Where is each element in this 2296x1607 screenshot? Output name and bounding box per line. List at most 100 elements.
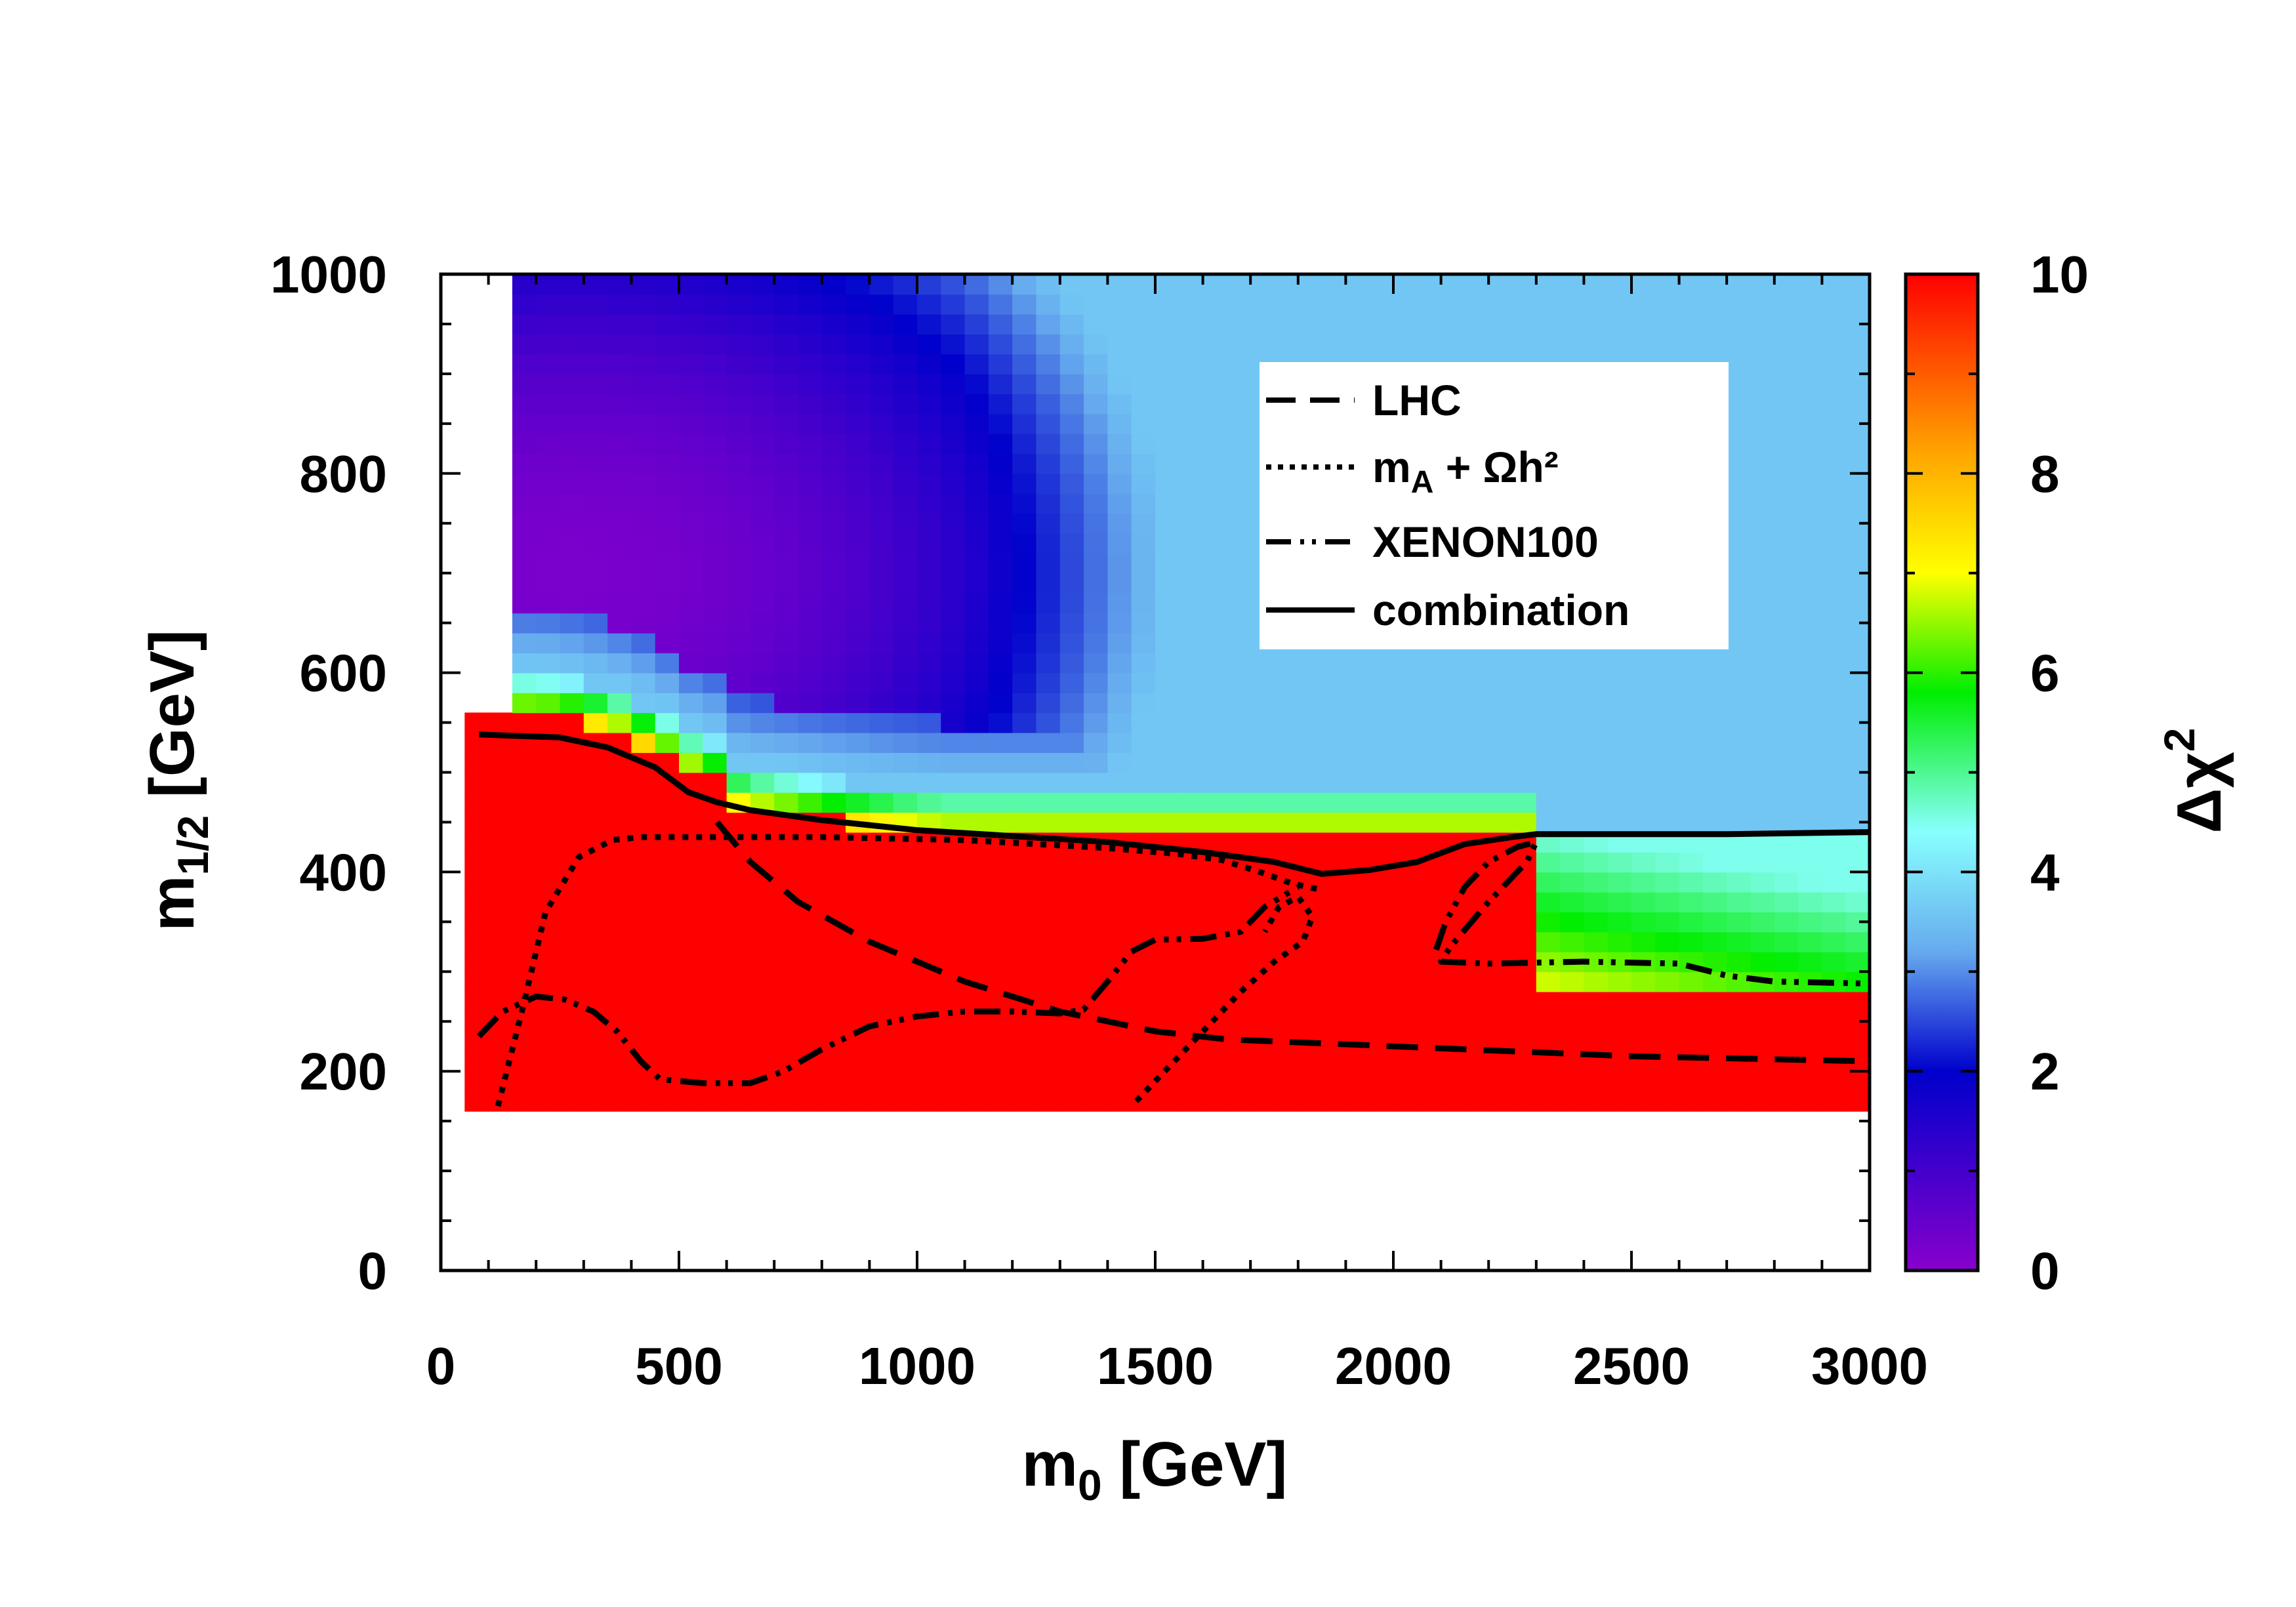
heatmap-cell xyxy=(1417,971,1442,992)
heatmap-cell xyxy=(1822,453,1847,474)
heatmap-cell xyxy=(726,1091,751,1112)
heatmap-cell xyxy=(798,573,823,594)
heatmap-cell xyxy=(1560,334,1585,355)
heatmap-cell xyxy=(1417,752,1442,773)
heatmap-cell xyxy=(846,473,871,494)
heatmap-cell xyxy=(1584,274,1609,295)
heatmap-cell xyxy=(1202,274,1227,295)
heatmap-cell xyxy=(1155,473,1180,494)
heatmap-cell xyxy=(1202,752,1227,773)
heatmap-cell xyxy=(607,712,632,733)
heatmap-cell xyxy=(1250,991,1275,1012)
heatmap-cell xyxy=(1750,314,1775,335)
heatmap-cell xyxy=(1155,1091,1180,1112)
heatmap-cell xyxy=(1845,274,1870,295)
heatmap-cell xyxy=(941,413,966,434)
heatmap-cell xyxy=(821,891,846,912)
heatmap-cell xyxy=(1345,732,1370,753)
heatmap-cell xyxy=(512,912,537,933)
heatmap-cell xyxy=(1750,334,1775,355)
heatmap-cell xyxy=(655,593,680,614)
heatmap-cell xyxy=(1179,951,1204,973)
heatmap-cell xyxy=(774,1011,799,1032)
heatmap-cell xyxy=(679,354,704,375)
heatmap-cell xyxy=(1464,971,1489,992)
heatmap-cell xyxy=(869,1091,894,1112)
heatmap-cell xyxy=(1727,413,1752,434)
heatmap-cell xyxy=(1845,672,1870,693)
heatmap-cell xyxy=(607,373,632,395)
heatmap-cell xyxy=(1750,1011,1775,1032)
heatmap-cell xyxy=(1226,394,1251,415)
heatmap-cell xyxy=(1036,931,1061,952)
heatmap-cell xyxy=(703,1011,728,1032)
heatmap-cell xyxy=(869,314,894,335)
heatmap-cell xyxy=(583,493,608,514)
heatmap-cell xyxy=(821,613,846,634)
heatmap-cell xyxy=(1322,772,1347,793)
heatmap-cell xyxy=(1584,712,1609,733)
heatmap-cell xyxy=(1798,573,1823,594)
heatmap-cell xyxy=(607,473,632,494)
heatmap-cell xyxy=(1226,553,1251,574)
heatmap-cell xyxy=(726,672,751,693)
heatmap-cell xyxy=(679,1031,704,1052)
heatmap-cell xyxy=(1226,891,1251,912)
heatmap-cell xyxy=(631,274,656,295)
heatmap-cell xyxy=(1012,712,1037,733)
heatmap-cell xyxy=(655,573,680,594)
heatmap-cell xyxy=(679,692,704,714)
legend-label-ma: mA + Ωh² xyxy=(1372,443,1559,500)
heatmap-cell xyxy=(1274,912,1299,933)
heatmap-cell xyxy=(1084,712,1109,733)
heatmap-cell xyxy=(703,394,728,415)
heatmap-cell xyxy=(607,632,632,654)
heatmap-cell xyxy=(1393,792,1418,813)
heatmap-cell xyxy=(1512,334,1537,355)
heatmap-cell xyxy=(1059,752,1084,773)
heatmap-cell xyxy=(1727,593,1752,614)
heatmap-cell xyxy=(1560,752,1585,773)
heatmap-cell xyxy=(1322,334,1347,355)
heatmap-cell xyxy=(1655,732,1680,753)
heatmap-cell xyxy=(1607,314,1632,335)
heatmap-cell xyxy=(1274,712,1299,733)
heatmap-cell xyxy=(1345,653,1370,674)
heatmap-cell xyxy=(512,553,537,574)
heatmap-cell xyxy=(1345,712,1370,733)
heatmap-cell xyxy=(1322,294,1347,315)
heatmap-cell xyxy=(1226,653,1251,674)
heatmap-cell xyxy=(1845,991,1870,1012)
heatmap-cell xyxy=(703,712,728,733)
heatmap-cell xyxy=(1274,792,1299,813)
heatmap-cell xyxy=(512,872,537,893)
heatmap-cell xyxy=(1798,931,1823,952)
heatmap-cell xyxy=(607,294,632,315)
heatmap-cell xyxy=(1774,692,1799,714)
heatmap-cell xyxy=(1107,931,1132,952)
heatmap-cell xyxy=(1179,971,1204,992)
heatmap-cell xyxy=(750,573,775,594)
heatmap-cell xyxy=(750,1031,775,1052)
heatmap-cell xyxy=(488,971,513,992)
heatmap-cell xyxy=(1393,872,1418,893)
heatmap-cell xyxy=(893,593,918,614)
heatmap-cell xyxy=(1274,931,1299,952)
heatmap-cell xyxy=(1822,1031,1847,1052)
heatmap-cell xyxy=(750,274,775,295)
heatmap-cell xyxy=(583,613,608,634)
heatmap-cell xyxy=(1179,373,1204,395)
heatmap-cell xyxy=(1322,712,1347,733)
heatmap-cell xyxy=(1155,732,1180,753)
heatmap-cell xyxy=(560,274,584,295)
heatmap-cell xyxy=(536,513,561,534)
heatmap-cell xyxy=(655,632,680,654)
heatmap-cell xyxy=(1369,1011,1394,1032)
heatmap-cell xyxy=(1822,653,1847,674)
heatmap-cell xyxy=(679,513,704,534)
heatmap-cell xyxy=(1488,1071,1513,1092)
x-axis-title-sub: 0 xyxy=(1078,1461,1102,1509)
heatmap-cell xyxy=(798,991,823,1012)
heatmap-cell xyxy=(1845,373,1870,395)
heatmap-cell xyxy=(1036,852,1061,873)
